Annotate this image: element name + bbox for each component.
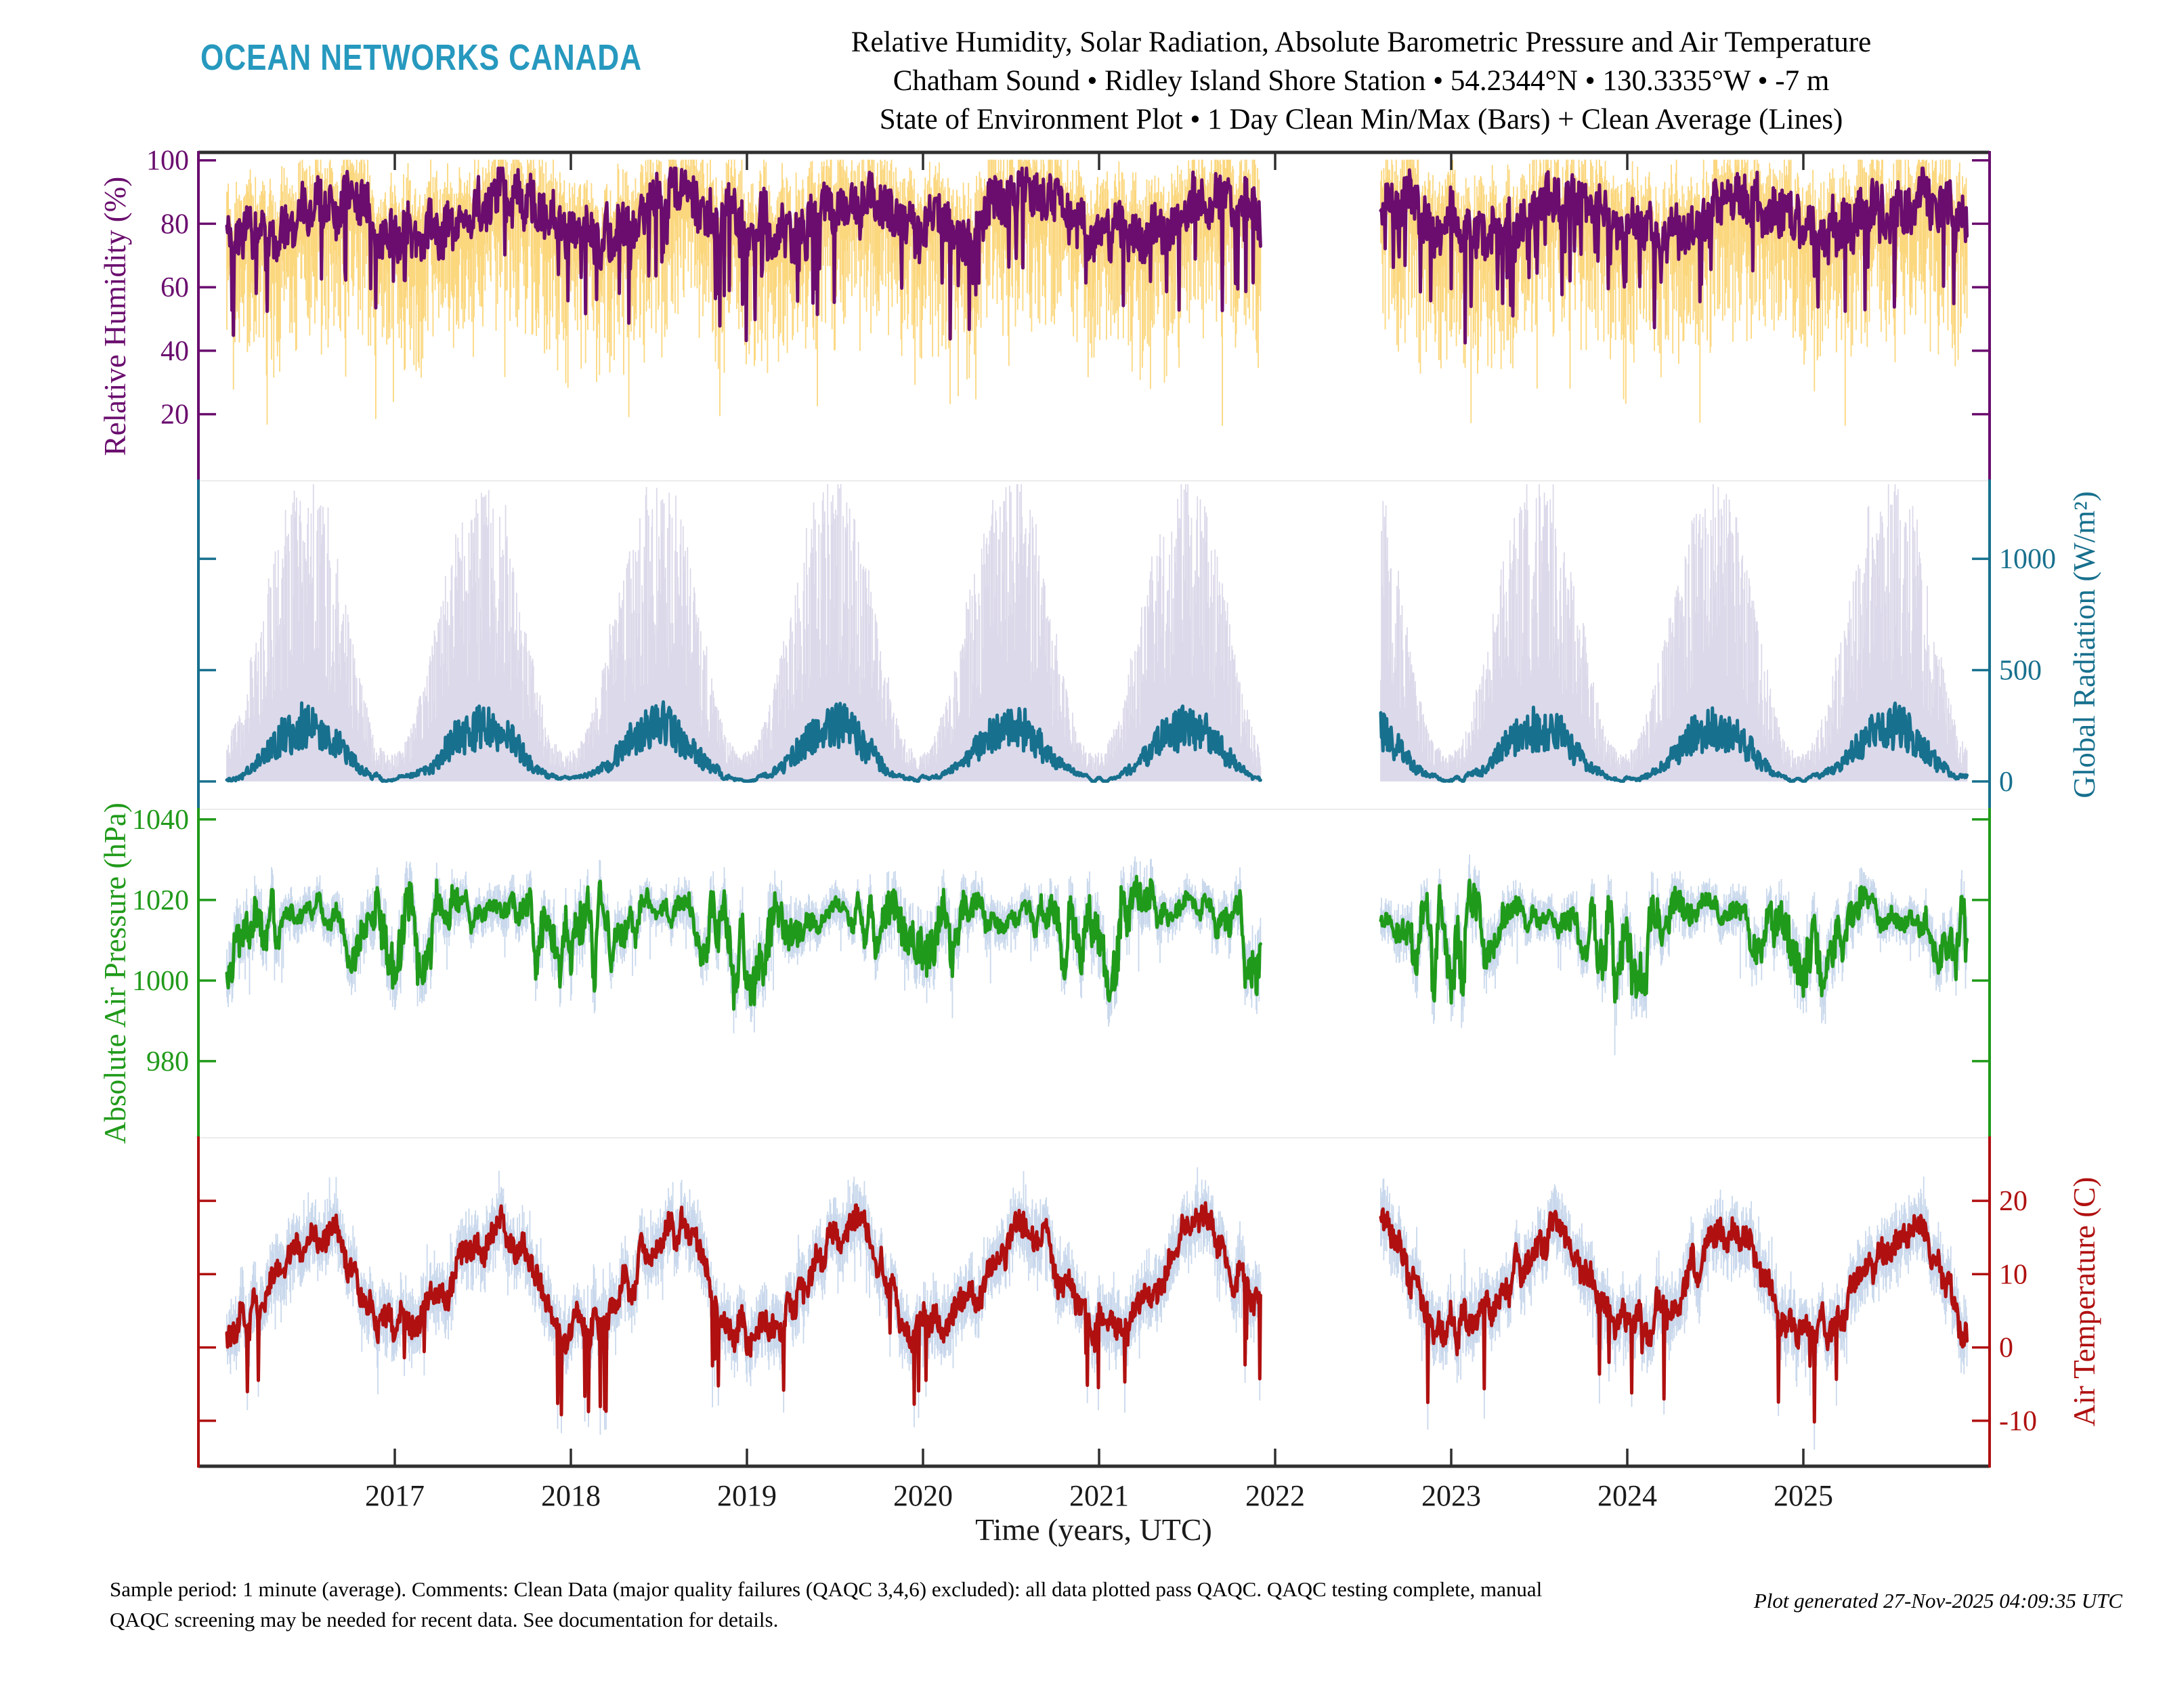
x-tick-label: 2020 [893,1479,953,1512]
y-axis-label-temperature: Air Temperature (C) [2067,1176,2101,1427]
y-tick-label: -10 [1999,1406,2037,1437]
x-tick-label: 2025 [1774,1479,1833,1512]
panel-pressure-minmax-bars [226,854,1968,1056]
y-tick-label: 20 [160,400,189,431]
y-tick-label: 80 [160,209,189,240]
plot-title-line-2: Chatham Sound • Ridley Island Shore Stat… [893,65,1830,97]
panel-radiation-minmax-bars [226,484,1968,782]
y-tick-label: 1000 [1999,544,2056,575]
y-axis-ticks-humidity: 20 40 60 80 100 [146,146,1990,431]
x-axis-label: Time (years, UTC) [975,1512,1212,1547]
y-tick-label: 500 [1999,655,2042,686]
panel-humidity-average-line [1379,166,1969,345]
footer-line-1: Sample period: 1 minute (average). Comme… [110,1577,1543,1601]
y-axis-label-pressure: Absolute Air Pressure (hPa) [98,803,132,1144]
panel-radiation-average-line [1379,701,1969,783]
y-tick-label: 1000 [132,966,189,997]
panel-humidity-average-line [225,166,1262,343]
footer-line-2: QAQC screening may be needed for recent … [110,1608,779,1631]
y-tick-label: 20 [1999,1186,2027,1217]
page: { "header": { "logo": "OCEAN NETWORKS CA… [98,23,2122,1631]
panel-temperature-average-line [225,1201,1262,1417]
x-tick-label: 2024 [1597,1479,1657,1512]
y-tick-label: 40 [160,336,189,367]
y-axis-ticks-radiation: 0 500 1000 [198,544,2056,798]
y-tick-label: 10 [1999,1259,2027,1290]
y-tick-label: 980 [146,1046,189,1077]
x-tick-label: 2017 [365,1479,425,1512]
panel-temperature-minmax-bars [226,1167,1968,1450]
panel-pressure-average-line [225,874,1262,1011]
x-axis-ticks: 2017 2018 2019 2020 2021 2022 2023 2024 2025 [365,152,1833,1512]
x-tick-label: 2021 [1069,1479,1129,1512]
onc-logo: OCEAN NETWORKS CANADA [200,37,642,78]
chart-canvas: 2017 2018 2019 2020 2021 2022 2023 2024 2025 20 40… [132,146,2056,1512]
y-tick-label: 1020 [132,885,189,916]
y-tick-label: 60 [160,272,189,303]
footer-comments: Sample period: 1 minute (average). Comme… [110,1574,1542,1635]
plot-title-line-1: Relative Humidity, Solar Radiation, Abso… [851,26,1872,58]
panel-temperature-average-line [1379,1207,1969,1424]
panel-radiation-average-line [225,700,1262,783]
y-tick-label: 1040 [132,805,189,836]
panel-pressure-average-line [1379,878,1969,1005]
x-tick-label: 2018 [541,1479,601,1512]
y-tick-label: 0 [1999,1333,2013,1364]
y-tick-label: 0 [1999,767,2013,798]
plot-title-line-3: State of Environment Plot • 1 Day Clean … [879,104,1843,135]
x-tick-label: 2022 [1245,1479,1305,1512]
y-tick-label: 100 [146,146,189,177]
x-tick-label: 2023 [1421,1479,1481,1512]
x-tick-label: 2019 [717,1479,777,1512]
plot-generated-timestamp: Plot generated 27-Nov-2025 04:09:35 UTC [1753,1589,2122,1613]
plot-title: Relative Humidity, Solar Radiation, Abso… [609,23,2113,139]
y-axis-ticks-pressure: 980 1000 1020 1040 [132,805,1990,1077]
y-axis-ticks-temperature: -10 0 10 20 [198,1186,2037,1437]
